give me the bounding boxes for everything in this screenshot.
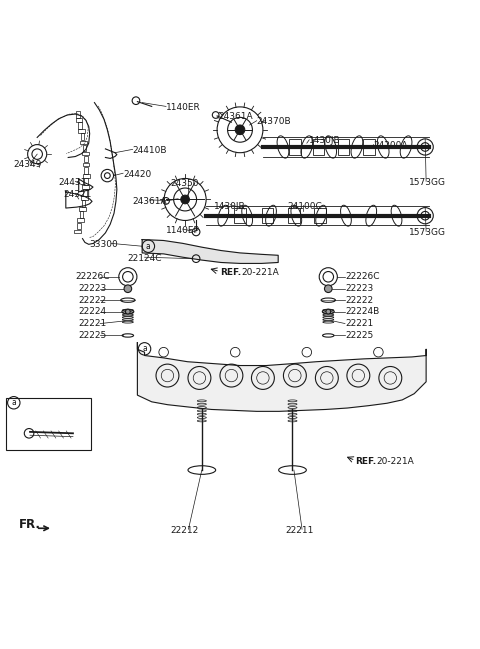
Circle shape — [324, 285, 332, 293]
Text: 22223: 22223 — [345, 284, 373, 293]
Text: 20-221A: 20-221A — [241, 267, 279, 276]
Bar — [79, 207, 86, 211]
Text: 24321: 24321 — [63, 190, 92, 199]
Text: 1430JB: 1430JB — [309, 136, 341, 145]
Text: 24370B: 24370B — [257, 117, 291, 126]
Text: 22226C: 22226C — [75, 273, 110, 281]
Bar — [77, 223, 81, 229]
Text: 24420: 24420 — [123, 169, 151, 178]
Circle shape — [326, 309, 331, 314]
Text: 21516A: 21516A — [22, 411, 56, 421]
Text: 22212: 22212 — [171, 526, 199, 535]
Text: 1573GG: 1573GG — [409, 178, 446, 188]
Bar — [83, 174, 90, 178]
Polygon shape — [142, 239, 278, 263]
Text: 1140ER: 1140ER — [166, 103, 201, 112]
Bar — [76, 111, 80, 118]
Bar — [80, 141, 87, 144]
Text: 22225: 22225 — [345, 331, 373, 340]
Bar — [262, 208, 274, 223]
Bar — [84, 189, 87, 196]
Text: 22124C: 22124C — [128, 254, 162, 263]
Text: 22221: 22221 — [345, 319, 373, 328]
Bar — [80, 212, 84, 218]
Text: 24361A: 24361A — [132, 197, 167, 206]
Bar — [289, 140, 300, 154]
Bar — [81, 134, 84, 140]
Text: 1140EJ: 1140EJ — [22, 420, 52, 429]
Bar — [74, 230, 81, 233]
Bar — [234, 208, 246, 223]
Bar — [78, 129, 85, 133]
Text: a: a — [146, 241, 151, 251]
Text: 24431: 24431 — [59, 178, 87, 188]
Bar — [83, 163, 89, 166]
Bar — [314, 208, 326, 223]
Bar — [84, 156, 87, 162]
Text: REF.: REF. — [220, 267, 241, 276]
Text: 22224B: 22224B — [345, 307, 379, 316]
Text: 1430JB: 1430JB — [214, 202, 245, 211]
Bar — [84, 167, 88, 173]
Text: FR.: FR. — [19, 519, 41, 532]
Text: 33300: 33300 — [90, 240, 119, 249]
Bar — [81, 196, 88, 200]
Text: 24200A: 24200A — [373, 141, 408, 150]
Text: 24349: 24349 — [13, 160, 42, 169]
Bar — [76, 118, 83, 122]
Text: 22222: 22222 — [345, 296, 373, 304]
Text: 1573GG: 1573GG — [409, 228, 446, 238]
Text: 22221: 22221 — [79, 319, 107, 328]
Circle shape — [235, 125, 245, 134]
Bar — [78, 122, 82, 129]
FancyBboxPatch shape — [6, 398, 91, 450]
Circle shape — [125, 309, 130, 314]
Text: REF.: REF. — [356, 457, 377, 466]
Bar — [77, 219, 84, 222]
Text: 22211: 22211 — [285, 526, 314, 535]
Bar — [84, 178, 88, 185]
Circle shape — [124, 285, 132, 293]
Bar — [288, 208, 300, 223]
Text: 24361A: 24361A — [218, 112, 253, 121]
Bar — [82, 201, 85, 207]
Bar — [338, 140, 349, 154]
Text: a: a — [12, 398, 16, 408]
Polygon shape — [137, 343, 426, 411]
Bar — [313, 140, 324, 154]
Text: 22224: 22224 — [79, 307, 107, 316]
Bar — [83, 185, 89, 189]
Circle shape — [181, 195, 190, 204]
Text: 24410B: 24410B — [132, 146, 167, 155]
Text: 22223: 22223 — [79, 284, 107, 293]
Text: 20-221A: 20-221A — [376, 457, 414, 466]
Text: a: a — [142, 345, 147, 353]
Text: 22225: 22225 — [79, 331, 107, 340]
Text: 22226C: 22226C — [345, 273, 380, 281]
Text: 24350: 24350 — [171, 179, 199, 188]
Text: 24355: 24355 — [33, 435, 61, 443]
Bar — [83, 145, 86, 151]
Text: 24100C: 24100C — [288, 202, 323, 211]
Text: 1140EP: 1140EP — [166, 226, 200, 235]
Bar — [363, 140, 374, 154]
Bar — [82, 152, 88, 155]
Text: 22222: 22222 — [79, 296, 107, 304]
